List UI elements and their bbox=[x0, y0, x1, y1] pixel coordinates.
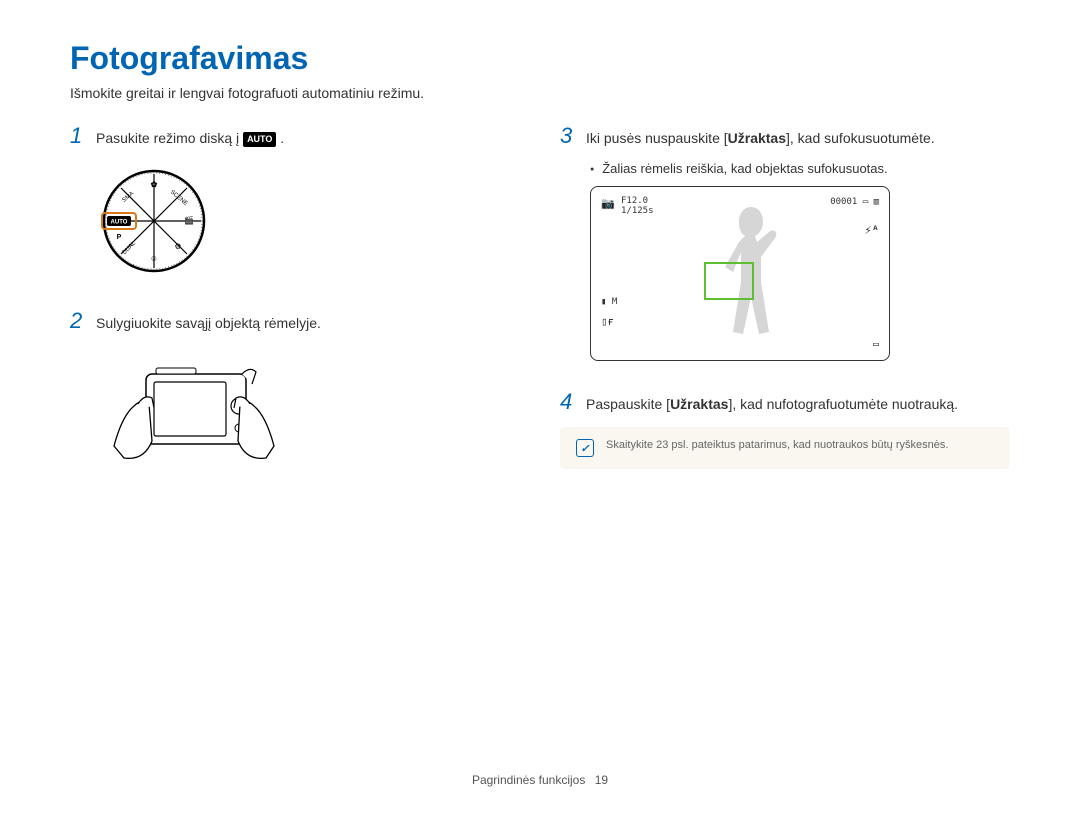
step-text: Pasukite režimo diską į AUTO . bbox=[96, 125, 284, 149]
svg-text:⚙: ⚙ bbox=[174, 242, 181, 251]
step-text: Iki pusės nuspauskite [Užraktas], kad su… bbox=[586, 125, 935, 149]
camera-hold-illustration bbox=[94, 346, 294, 476]
step-number: 3 bbox=[560, 125, 576, 147]
metering-icon: ▮ M bbox=[601, 297, 617, 307]
note-text: Skaitykite 23 psl. pateiktus patarimus, … bbox=[606, 439, 948, 451]
stabilizer-icon: ▭ bbox=[873, 339, 879, 350]
step-text: Paspauskite [Užraktas], kad nufotografuo… bbox=[586, 391, 958, 415]
bullet-icon bbox=[590, 161, 594, 176]
step-3: 3 Iki pusės nuspauskite [Užraktas], kad … bbox=[560, 125, 1010, 149]
step-number: 4 bbox=[560, 391, 576, 413]
note-icon: ✓ bbox=[576, 439, 594, 457]
frame-counter: 00001 ▭ ▥ bbox=[830, 197, 879, 207]
step-4: 4 Paspauskite [Užraktas], kad nufotograf… bbox=[560, 391, 1010, 415]
svg-text:🎬: 🎬 bbox=[184, 215, 194, 225]
step-3-bullet: Žalias rėmelis reiškia, kad objektas suf… bbox=[590, 161, 1010, 176]
svg-text:☺: ☺ bbox=[150, 254, 158, 263]
flash-icon: ⚡ᴬ bbox=[865, 223, 879, 237]
svg-text:P: P bbox=[117, 234, 122, 241]
step-number: 1 bbox=[70, 125, 86, 147]
lcd-preview: 📷 F12.0 1/125s 00001 ▭ ▥ ⚡ᴬ ▮ M ▯ғ ▭ bbox=[590, 186, 890, 361]
focus-mode-icon: ▯ғ bbox=[601, 315, 614, 328]
right-column: 3 Iki pusės nuspauskite [Užraktas], kad … bbox=[560, 125, 1010, 481]
camera-mode-icon: 📷 bbox=[601, 197, 615, 210]
page-footer: Pagrindinės funkcijos 19 bbox=[0, 773, 1080, 787]
step-number: 2 bbox=[70, 310, 86, 332]
content-columns: 1 Pasukite režimo diską į AUTO . AUTO ✿ … bbox=[70, 125, 1010, 481]
auto-mode-badge: AUTO bbox=[243, 132, 276, 148]
subtitle: Išmokite greitai ir lengvai fotografuoti… bbox=[70, 85, 1010, 101]
step-1: 1 Pasukite režimo diską į AUTO . bbox=[70, 125, 520, 149]
note-box: ✓ Skaitykite 23 psl. pateiktus patarimus… bbox=[560, 427, 1010, 469]
svg-text:AUTO: AUTO bbox=[111, 220, 128, 226]
svg-text:✿: ✿ bbox=[151, 180, 158, 189]
page-title: Fotografavimas bbox=[70, 40, 1010, 77]
left-column: 1 Pasukite režimo diską į AUTO . AUTO ✿ … bbox=[70, 125, 520, 481]
mode-dial-illustration: AUTO ✿ SCENE 🎬 ⚙ ☺ DUAL SMA P bbox=[94, 161, 214, 281]
step-2: 2 Sulygiuokite savąjį objektą rėmelyje. bbox=[70, 310, 520, 334]
step-text: Sulygiuokite savąjį objektą rėmelyje. bbox=[96, 310, 321, 334]
exposure-readout: F12.0 1/125s bbox=[621, 197, 654, 217]
focus-rectangle bbox=[704, 262, 754, 300]
